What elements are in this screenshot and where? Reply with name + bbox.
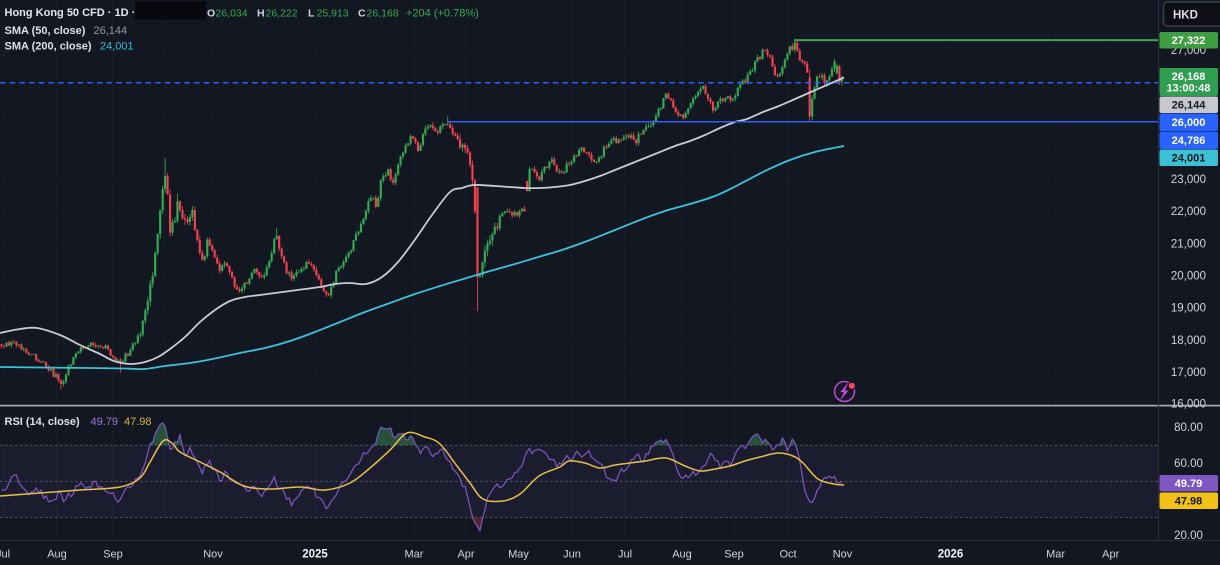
svg-text:SMA (200, close): SMA (200, close) [5, 41, 92, 53]
svg-text:H: H [257, 8, 265, 20]
svg-text:47.98: 47.98 [1175, 496, 1203, 508]
svg-text:Aug: Aug [47, 549, 67, 561]
svg-text:Aug: Aug [672, 549, 692, 561]
svg-text:+204 (+0.78%): +204 (+0.78%) [406, 8, 479, 20]
svg-text:Apr: Apr [457, 549, 474, 561]
svg-text:Oct: Oct [779, 549, 796, 561]
svg-text:Sep: Sep [724, 549, 744, 561]
svg-text:19,000: 19,000 [1171, 303, 1206, 315]
svg-text:23,000: 23,000 [1171, 174, 1206, 186]
svg-text:Apr: Apr [1102, 549, 1119, 561]
svg-text:26,034: 26,034 [216, 8, 248, 20]
svg-text:16,000: 16,000 [1171, 398, 1206, 410]
svg-text:27,322: 27,322 [1172, 35, 1206, 47]
svg-text:Sep: Sep [103, 549, 123, 561]
svg-text:17,000: 17,000 [1171, 367, 1206, 379]
svg-text:Jul: Jul [0, 549, 10, 561]
svg-text:RSI (14, close): RSI (14, close) [5, 416, 81, 428]
svg-text:24,786: 24,786 [1172, 135, 1206, 147]
svg-text:26,168: 26,168 [367, 8, 399, 20]
svg-text:26,222: 26,222 [266, 8, 298, 20]
svg-text:47.98: 47.98 [124, 416, 152, 428]
svg-text:24,001: 24,001 [1172, 153, 1206, 165]
svg-text:49.79: 49.79 [1175, 478, 1203, 490]
svg-text:20.00: 20.00 [1174, 530, 1203, 542]
svg-text:18,000: 18,000 [1171, 335, 1206, 347]
svg-text:20,000: 20,000 [1171, 271, 1206, 283]
svg-text:49.79: 49.79 [91, 416, 119, 428]
svg-text:80.00: 80.00 [1174, 422, 1203, 434]
svg-text:Mar: Mar [1046, 549, 1065, 561]
svg-text:Nov: Nov [203, 549, 223, 561]
svg-text:2025: 2025 [302, 549, 328, 561]
svg-text:O: O [207, 8, 215, 20]
svg-text:60.00: 60.00 [1174, 458, 1203, 470]
svg-text:L: L [308, 8, 315, 20]
svg-text:Jun: Jun [563, 549, 581, 561]
svg-text:May: May [508, 549, 529, 561]
svg-text:26,144: 26,144 [94, 25, 128, 37]
svg-text:Hong Kong 50 CFD · 1D ·: Hong Kong 50 CFD · 1D · [5, 7, 136, 19]
svg-text:24,001: 24,001 [100, 41, 134, 53]
svg-text:SMA (50, close): SMA (50, close) [5, 25, 86, 37]
svg-text:25,913: 25,913 [317, 8, 349, 20]
svg-text:21,000: 21,000 [1171, 238, 1206, 250]
svg-text:26,144: 26,144 [1172, 100, 1207, 112]
svg-text:13:00:48: 13:00:48 [1166, 83, 1210, 95]
svg-text:26,000: 26,000 [1172, 117, 1206, 129]
svg-text:C: C [358, 8, 366, 20]
svg-text:Nov: Nov [833, 549, 853, 561]
svg-text:Jul: Jul [618, 549, 632, 561]
svg-text:22,000: 22,000 [1171, 206, 1206, 218]
svg-text:HKD: HKD [1173, 10, 1198, 22]
svg-text:Mar: Mar [405, 549, 424, 561]
svg-text:2026: 2026 [938, 549, 964, 561]
svg-text:26,168: 26,168 [1172, 71, 1206, 83]
